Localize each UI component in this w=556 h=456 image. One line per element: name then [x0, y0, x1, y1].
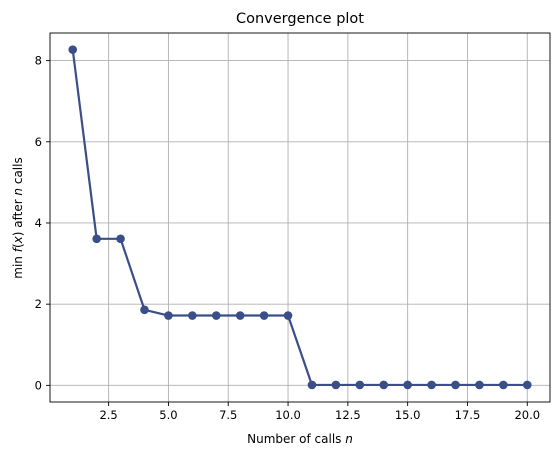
plot-frame — [49, 32, 551, 403]
y-tick-label: 6 — [35, 135, 42, 149]
data-point — [283, 311, 293, 320]
y-axis-label-part1: min — [11, 252, 25, 278]
grid — [50, 33, 550, 402]
data-point — [355, 380, 365, 390]
data-point — [140, 305, 149, 315]
data-point — [403, 380, 412, 390]
y-axis-label-part2: f — [11, 246, 25, 252]
data-point — [475, 380, 484, 390]
y-tick-label: 0 — [35, 378, 42, 392]
y-axis-label-part4: x — [11, 235, 25, 244]
y-axis-label: min f(x) after n calls — [11, 157, 25, 278]
data-point — [188, 311, 197, 320]
series-layer — [68, 45, 532, 390]
x-tick-label: 7.5 — [219, 408, 237, 422]
x-tick-label: 5.0 — [159, 408, 177, 422]
data-point — [522, 380, 532, 390]
y-tick-label: 2 — [35, 297, 42, 311]
y-tick-label: 4 — [35, 216, 42, 230]
data-point — [235, 311, 245, 320]
data-point — [259, 311, 269, 320]
data-point — [116, 234, 125, 244]
y-axis-label-part3: ( — [11, 243, 25, 248]
data-point — [92, 234, 101, 244]
y-tick-label: 8 — [35, 54, 42, 68]
x-tick-label: 2.5 — [99, 408, 117, 422]
x-axis-label-prefix: Number of calls — [247, 432, 345, 446]
x-tick-label: 15.0 — [395, 408, 421, 422]
data-point — [451, 380, 460, 390]
data-point — [307, 380, 317, 390]
data-point — [164, 311, 173, 320]
ticks: 2.5 5.0 7.5 10.0 12.5 15.0 17.5 20.0 0 2 4 6 8 — [35, 54, 540, 422]
data-point — [427, 380, 436, 390]
data-point — [331, 380, 341, 390]
data-point — [379, 380, 389, 390]
y-axis-label-part7: calls — [11, 157, 25, 188]
x-tick-label: 10.0 — [275, 408, 301, 422]
y-axis-label-part6: n — [11, 188, 25, 196]
data-point — [499, 380, 508, 390]
x-axis-label: Number of calls n — [247, 432, 353, 446]
chart-title: Convergence plot — [236, 11, 364, 27]
x-tick-label: 17.5 — [455, 408, 481, 422]
x-axis-label-var: n — [345, 432, 353, 446]
data-point — [211, 311, 221, 320]
data-point — [68, 45, 78, 54]
y-axis-label-part5: ) after — [11, 196, 25, 237]
x-tick-label: 12.5 — [335, 408, 361, 422]
x-tick-label: 20.0 — [514, 408, 540, 422]
